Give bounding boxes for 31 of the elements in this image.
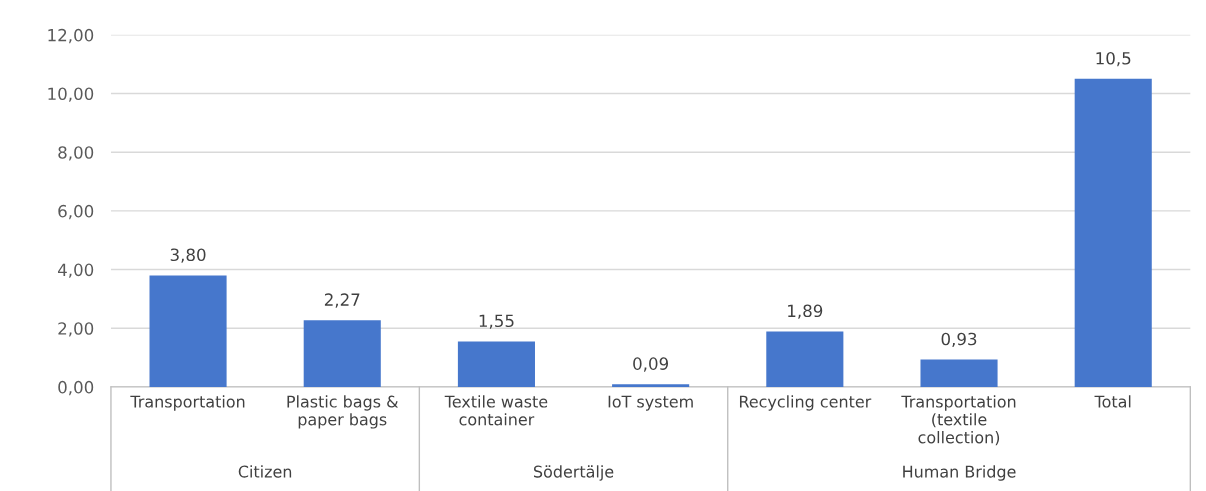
- x-tick-label: Textile waste container: [444, 395, 548, 426]
- bar: [457, 341, 535, 387]
- x-tick-label: Recycling center: [739, 395, 872, 411]
- y-tick-label: 6,00: [58, 204, 94, 220]
- x-tick-label: Transportation: [130, 395, 245, 411]
- x-tick-label: Total: [1094, 395, 1131, 408]
- bar: [920, 359, 998, 387]
- data-label: 1,55: [479, 314, 514, 329]
- y-tick-label: 10,00: [48, 87, 94, 102]
- data-label: 10,5: [1096, 51, 1131, 67]
- y-tick-label: 8,00: [58, 146, 94, 161]
- data-label: 2,27: [324, 293, 360, 308]
- data-label: 3,80: [170, 248, 206, 263]
- bar: [149, 275, 227, 387]
- data-label: 1,89: [788, 304, 823, 319]
- bar: [766, 331, 844, 387]
- bar: [303, 320, 381, 387]
- y-tick-label: 0,00: [58, 380, 94, 396]
- data-label: 0,09: [633, 357, 669, 372]
- y-tick-label: 12,00: [48, 28, 94, 44]
- y-tick-label: 4,00: [57, 263, 94, 278]
- bar: [612, 384, 690, 387]
- y-tick-label: 2,00: [58, 322, 94, 337]
- bar: [1074, 78, 1152, 387]
- text: Human Bridge: [903, 465, 1016, 481]
- data-label: 0,93: [941, 332, 977, 347]
- text: Södertälje: [533, 465, 614, 481]
- x-tick-label: Plastic bags & paper bags: [287, 395, 399, 429]
- x-tick-label: Transportation (textile collection): [901, 395, 1016, 446]
- x-tick-label: IoT system: [608, 395, 693, 411]
- text: Citizen: [238, 465, 292, 478]
